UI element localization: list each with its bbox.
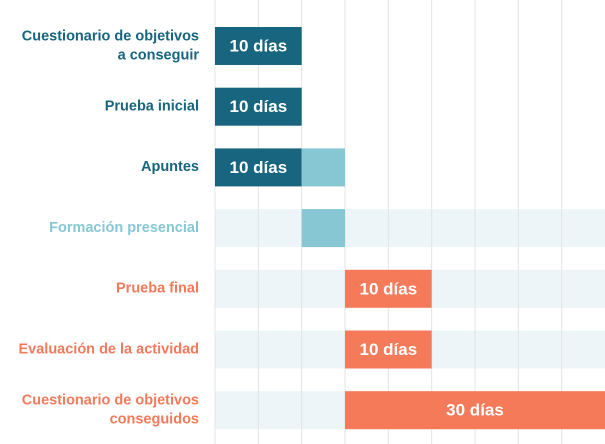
task-label: Prueba inicial xyxy=(105,99,199,115)
bar-label: 10 días xyxy=(360,340,418,359)
bar-label: 30 días xyxy=(446,401,504,420)
task-label: a conseguir xyxy=(118,47,200,63)
task-bar xyxy=(301,148,345,187)
task-label: Cuestionario de objetivos xyxy=(22,393,199,409)
task-bar xyxy=(345,330,432,369)
bar-label: 10 días xyxy=(230,158,288,177)
task-bar xyxy=(345,269,432,308)
task-label: Apuntes xyxy=(141,159,199,175)
task-bar xyxy=(345,391,605,430)
bar-label: 10 días xyxy=(230,97,288,116)
bar-label: 10 días xyxy=(230,36,288,55)
task-label: Cuestionario de objetivos xyxy=(22,28,199,44)
task-label: Formación presencial xyxy=(49,220,199,236)
task-bar xyxy=(215,148,302,187)
bar-label: 10 días xyxy=(360,279,418,298)
task-bar xyxy=(215,87,302,126)
row-track xyxy=(215,209,605,248)
task-label: Prueba final xyxy=(116,281,199,297)
task-label: conseguidos xyxy=(110,412,199,428)
task-label: Evaluación de la actividad xyxy=(18,341,199,357)
task-bar xyxy=(301,209,345,248)
task-bar xyxy=(215,27,302,65)
